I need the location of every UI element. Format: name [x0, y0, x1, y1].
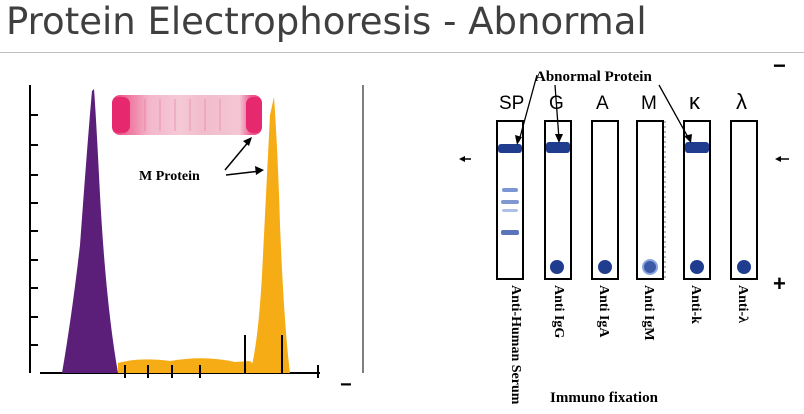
- well-a: [598, 260, 612, 274]
- bottom-sign: +: [773, 271, 786, 296]
- sp-band-2: [502, 188, 518, 192]
- lane-lambda: [730, 120, 758, 280]
- gel-band-lines: [144, 99, 221, 131]
- well-m: [642, 259, 658, 275]
- immunofixation-figure: Abnormal Protein − + SP G A M κ λ: [455, 53, 804, 409]
- immunofixation-caption: Immuno fixation: [550, 390, 659, 406]
- globulin-plateau: [118, 358, 262, 373]
- abnormal-protein-label: Abnormal Protein: [535, 69, 652, 85]
- lane-letter-m: M: [641, 93, 657, 114]
- gel-albumin-band: [112, 97, 130, 133]
- lane-label-kappa: Anti-k: [688, 285, 703, 324]
- arrow-to-peak: [225, 170, 261, 176]
- sp-band-3: [501, 200, 519, 204]
- slide-title: Protein Electrophoresis - Abnormal: [6, 0, 647, 43]
- arrow-to-peak-head: [255, 166, 264, 175]
- well-lambda: [737, 260, 751, 274]
- arrow-to-gel-head: [243, 137, 252, 146]
- gel-strip: [112, 95, 262, 135]
- lane-letter-kappa: κ: [689, 89, 701, 114]
- arrow-to-gel: [224, 139, 251, 171]
- albumin-peak: [62, 89, 118, 373]
- lane-letter-lambda: λ: [736, 89, 747, 114]
- cathode-sign: −: [340, 374, 352, 396]
- well-g: [550, 260, 564, 274]
- lane-label-sp: Anti-Human Serum: [508, 285, 523, 405]
- sp-m-band: [498, 144, 522, 153]
- kappa-m-band: [685, 142, 709, 153]
- densitometry-trace: M Protein −: [29, 85, 364, 396]
- gel-m-band: [246, 97, 262, 133]
- lane-a: [591, 120, 619, 280]
- y-axis-ticks: [30, 114, 38, 346]
- callout-arrows: [518, 74, 690, 142]
- densitometry-figure: M Protein −: [0, 75, 370, 400]
- immunofixation-diagram: Abnormal Protein − + SP G A M κ λ: [459, 53, 789, 406]
- fraction-ticks: [124, 335, 319, 378]
- sp-band-4: [502, 209, 518, 212]
- lane-m: [636, 120, 664, 280]
- m-protein-label: M Protein: [139, 169, 200, 184]
- lane-label-m: Anti IgM: [641, 285, 656, 341]
- well-kappa: [690, 260, 704, 274]
- lane-label-lambda: Anti-λ: [735, 285, 750, 323]
- top-sign: −: [773, 55, 786, 78]
- lane-frames: [496, 120, 758, 280]
- lane-label-a: Anti IgA: [596, 285, 611, 338]
- lane-label-g: Anti IgG: [551, 285, 566, 338]
- title-divider: [0, 52, 804, 53]
- lane-letter-sp: SP: [499, 93, 524, 114]
- lane-letter-a: A: [596, 93, 609, 114]
- m-protein-peak: [250, 97, 290, 373]
- g-m-band: [546, 142, 570, 153]
- sp-band-5: [501, 230, 519, 235]
